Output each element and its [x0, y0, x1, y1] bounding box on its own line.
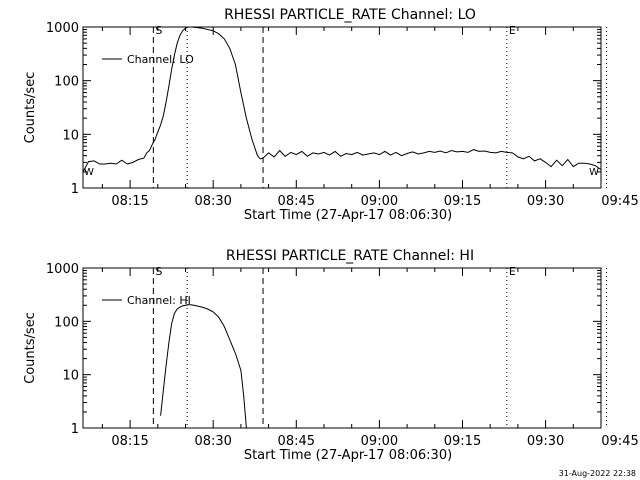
y-tick-label: 1000	[46, 21, 79, 36]
edge-label-right: W	[589, 167, 599, 178]
x-tick-label: 09:15	[444, 194, 481, 209]
y-tick-label: 1000	[46, 262, 79, 277]
timestamp-label: 31-Aug-2022 22:38	[559, 469, 636, 478]
y-tick-label: 10	[62, 369, 79, 384]
x-axis-label: Start Time (27-Apr-17 08:06:30)	[244, 448, 452, 463]
x-tick-label: 08:45	[278, 434, 315, 449]
x-tick-label: 08:30	[194, 434, 231, 449]
lo-channel-panel: RHESSI PARTICLE_RATE Channel: LO 1 10 100 10…	[23, 7, 639, 223]
series-line-lo	[82, 26, 602, 173]
y-tick-label: 100	[54, 75, 79, 90]
legend-label: Channel: LO	[127, 53, 194, 66]
y-tick-label: 100	[54, 315, 79, 330]
marker-label: E	[509, 24, 516, 37]
x-tick-label: 08:45	[278, 194, 315, 209]
x-axis-label: Start Time (27-Apr-17 08:06:30)	[244, 208, 452, 223]
chart-title: RHESSI PARTICLE_RATE Channel: HI	[226, 248, 474, 264]
y-tick-label: 10	[62, 128, 79, 143]
x-tick-label: 08:30	[194, 194, 231, 209]
y-tick-label: 1	[71, 182, 79, 197]
x-tick-label: 09:45	[601, 434, 638, 449]
plot-frame	[82, 267, 602, 429]
y-axis-label: Counts/sec	[23, 72, 38, 144]
hi-channel-panel: RHESSI PARTICLE_RATE Channel: HI 1 10 100 10…	[23, 248, 639, 463]
marker-label: E	[509, 265, 516, 278]
marker-label: S	[155, 265, 162, 278]
y-axis-label: Counts/sec	[23, 312, 38, 384]
x-tick-label: 09:30	[527, 194, 564, 209]
x-tick-label: 09:30	[527, 434, 564, 449]
legend-label: Channel: HI	[127, 294, 191, 307]
x-tick-label: 09:45	[601, 194, 638, 209]
x-tick-label: 08:15	[111, 194, 148, 209]
x-tick-label: 09:00	[361, 194, 398, 209]
x-tick-label: 09:15	[444, 434, 481, 449]
chart-title: RHESSI PARTICLE_RATE Channel: LO	[224, 7, 476, 23]
edge-label-left: W	[84, 167, 94, 178]
x-tick-label: 08:15	[111, 434, 148, 449]
plot-frame	[82, 26, 602, 189]
series-line-hi	[160, 304, 247, 429]
y-tick-label: 1	[71, 422, 79, 437]
marker-label: S	[155, 24, 162, 37]
x-tick-label: 09:00	[361, 434, 398, 449]
